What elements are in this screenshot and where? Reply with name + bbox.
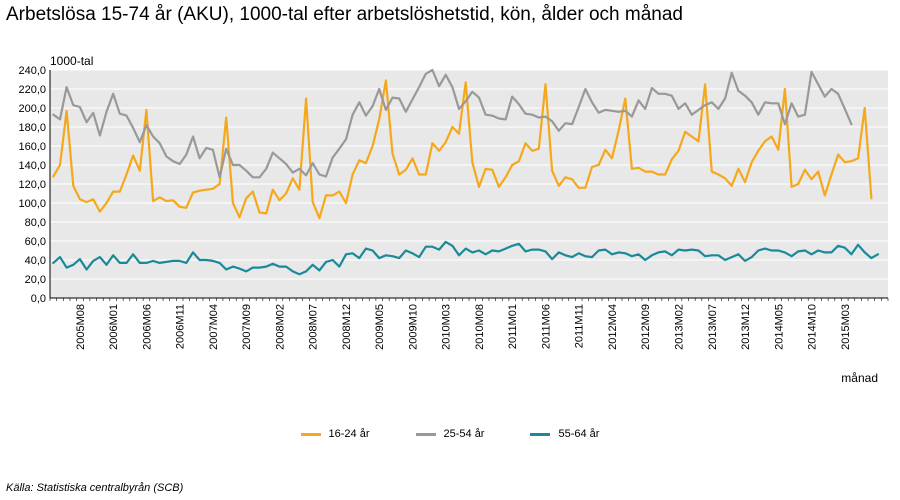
source-note: Källa: Statistiska centralbyrån (SCB) xyxy=(6,482,184,494)
x-tick-label: 2008M02 xyxy=(274,304,286,350)
y-tick-label: 160,0 xyxy=(18,141,46,153)
y-tick-label: 220,0 xyxy=(18,84,46,96)
x-tick-label: 2013M02 xyxy=(674,304,686,350)
x-tick-label: 2007M09 xyxy=(241,304,253,350)
line-chart: 0,0 20,0 40,0 60,0 80,0 100,0 120,0 140,0 160,0 1… xyxy=(18,65,889,350)
y-tick-label: 120,0 xyxy=(18,179,46,191)
x-tick-label: 2009M10 xyxy=(407,304,419,350)
series-line-1 xyxy=(52,68,853,179)
x-tick-label: 2013M07 xyxy=(707,304,719,350)
legend-item-55-64: 55-64 år xyxy=(530,428,599,440)
y-tick-label: 240,0 xyxy=(18,65,46,77)
series-line-0 xyxy=(52,79,873,220)
y-tick-label: 200,0 xyxy=(18,103,46,115)
y-tick-label: 80,0 xyxy=(25,217,46,229)
x-tick-label: 2014M05 xyxy=(773,304,785,350)
x-tick-label: 2011M11 xyxy=(574,304,586,348)
x-tick-label: 2008M12 xyxy=(341,304,353,350)
y-tick-label: 60,0 xyxy=(25,236,46,248)
x-tick-label: 2015M03 xyxy=(840,304,852,350)
x-tick-label: 2012M04 xyxy=(607,304,619,350)
x-tick-label: 2012M09 xyxy=(640,304,652,350)
series-line-2 xyxy=(52,240,880,276)
chart-title: Arbetslösa 15-74 år (AKU), 1000-tal efte… xyxy=(6,4,683,25)
y-tick-label: 0,0 xyxy=(31,293,46,305)
legend-swatch-25-54 xyxy=(415,432,436,436)
legend-swatch-55-64 xyxy=(530,432,551,436)
x-tick-label: 2009M05 xyxy=(374,304,386,350)
y-tick-label: 100,0 xyxy=(18,198,46,210)
x-tick-label: 2013M12 xyxy=(740,304,752,350)
legend-label-25-54: 25-54 år xyxy=(443,428,485,440)
y-axis-unit-label: 1000-tal xyxy=(50,54,94,68)
legend-swatch-16-24 xyxy=(300,432,321,436)
y-tick-label: 180,0 xyxy=(18,122,46,134)
x-tick-label: 2010M03 xyxy=(441,304,453,350)
x-tick-label: 2006M11 xyxy=(175,304,187,349)
y-tick-label: 40,0 xyxy=(25,255,46,267)
x-tick-label: 2014M10 xyxy=(807,304,819,350)
legend-label-55-64: 55-64 år xyxy=(558,428,600,440)
x-tick-label: 2006M01 xyxy=(108,304,120,350)
y-tick-label: 140,0 xyxy=(18,160,46,172)
x-tick-label: 2006M06 xyxy=(141,304,153,350)
legend-item-16-24: 16-24 år xyxy=(300,428,370,440)
chart-legend: 16-24 år 25-54 år 55-64 år xyxy=(0,428,900,440)
x-tick-label: 2011M06 xyxy=(540,304,552,349)
y-tick-label: 20,0 xyxy=(25,274,46,286)
x-tick-label: 2005M08 xyxy=(75,304,87,350)
legend-item-25-54: 25-54 år xyxy=(415,428,485,440)
legend-label-16-24: 16-24 år xyxy=(328,428,370,440)
x-tick-label: 2007M04 xyxy=(208,304,220,350)
x-axis-title: månad xyxy=(841,371,878,385)
x-tick-label: 2010M08 xyxy=(474,304,486,350)
x-tick-label: 2011M01 xyxy=(507,304,519,349)
x-tick-label: 2008M07 xyxy=(308,304,320,350)
